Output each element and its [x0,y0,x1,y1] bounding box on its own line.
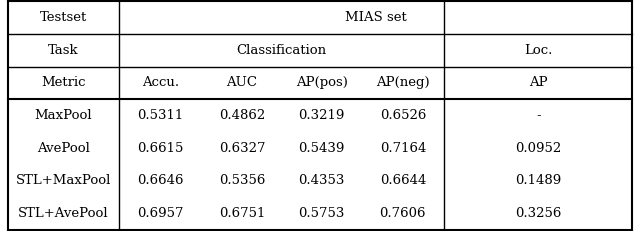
Text: AUC: AUC [227,76,257,89]
Text: STL+MaxPool: STL+MaxPool [16,174,111,187]
Text: Metric: Metric [41,76,86,89]
Text: 0.7606: 0.7606 [380,207,426,220]
Text: STL+AvePool: STL+AvePool [18,207,109,220]
Text: 0.6615: 0.6615 [138,142,184,155]
Text: Testset: Testset [40,11,87,24]
Text: 0.5439: 0.5439 [298,142,345,155]
Text: 0.4862: 0.4862 [219,109,265,122]
Text: 0.6644: 0.6644 [380,174,426,187]
Text: -: - [536,109,541,122]
Text: AP(pos): AP(pos) [296,76,348,89]
Text: Accu.: Accu. [142,76,179,89]
Text: 0.5356: 0.5356 [219,174,265,187]
Text: 0.1489: 0.1489 [515,174,561,187]
Text: Loc.: Loc. [524,44,552,57]
Text: AvePool: AvePool [37,142,90,155]
Text: 0.7164: 0.7164 [380,142,426,155]
Text: AP: AP [529,76,548,89]
Text: 0.3219: 0.3219 [298,109,345,122]
Text: AP(neg): AP(neg) [376,76,429,89]
Text: MaxPool: MaxPool [35,109,92,122]
Text: 0.6327: 0.6327 [219,142,265,155]
Text: 0.6751: 0.6751 [219,207,265,220]
Text: Classification: Classification [237,44,327,57]
Text: Task: Task [48,44,79,57]
Text: 0.6646: 0.6646 [138,174,184,187]
Text: 0.6957: 0.6957 [138,207,184,220]
Text: 0.5311: 0.5311 [138,109,184,122]
Text: MIAS set: MIAS set [345,11,406,24]
Text: 0.5753: 0.5753 [298,207,345,220]
Text: 0.4353: 0.4353 [298,174,345,187]
Text: 0.6526: 0.6526 [380,109,426,122]
Text: 0.0952: 0.0952 [515,142,561,155]
Text: 0.3256: 0.3256 [515,207,561,220]
